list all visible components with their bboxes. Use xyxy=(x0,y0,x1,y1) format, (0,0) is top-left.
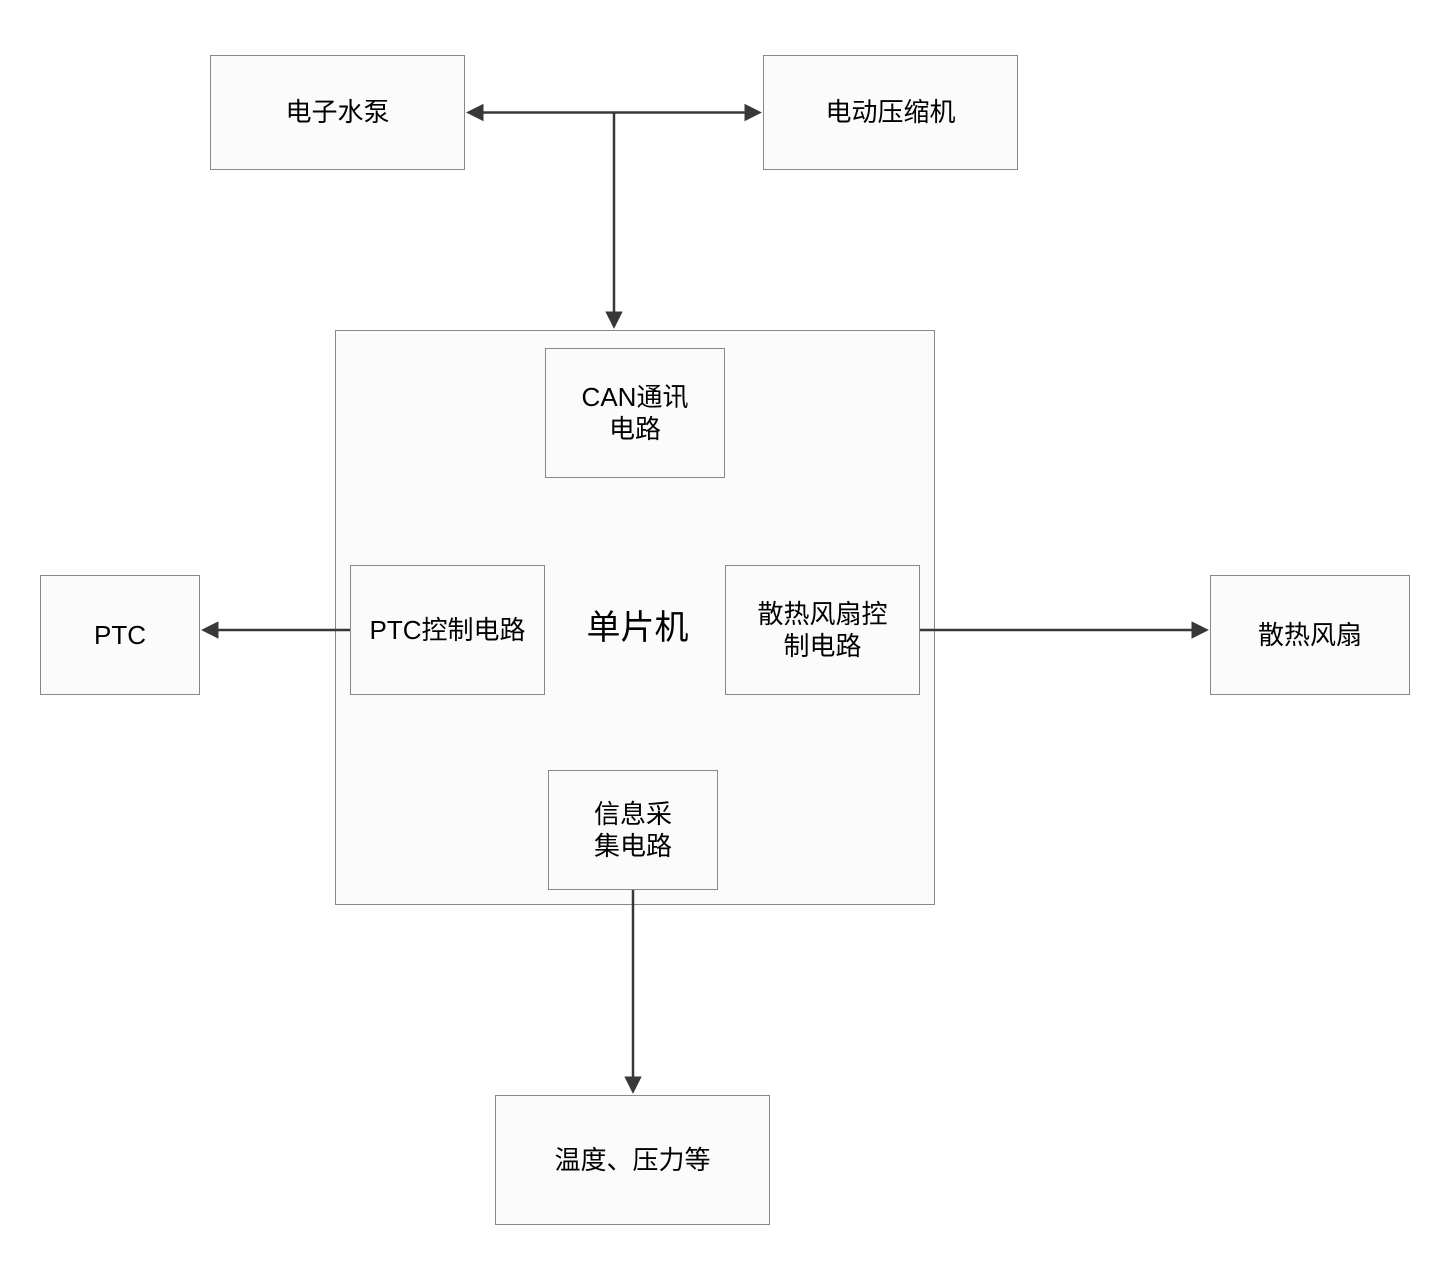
node-electronic-pump: 电子水泵 xyxy=(210,55,465,170)
mcu-label-text: 单片机 xyxy=(587,609,689,647)
node-cooling-fan: 散热风扇 xyxy=(1210,575,1410,695)
node-fan-control-circuit: 散热风扇控制电路 xyxy=(725,565,920,695)
compressor-label: 电动压缩机 xyxy=(825,96,955,129)
diagram-canvas: 单片机 电子水泵 电动压缩机 PTC 散热风扇 温度、压力等 CAN通讯电路 P… xyxy=(0,0,1454,1273)
node-info-collect-circuit: 信息采集电路 xyxy=(548,770,718,890)
fan-ctrl-label: 散热风扇控制电路 xyxy=(757,598,887,663)
fan-label: 散热风扇 xyxy=(1258,619,1362,652)
ptc-ctrl-label: PTC控制电路 xyxy=(369,614,525,647)
node-ptc: PTC xyxy=(40,575,200,695)
pump-label: 电子水泵 xyxy=(285,96,389,129)
node-can-circuit: CAN通讯电路 xyxy=(545,348,725,478)
node-mcu-label: 单片机 xyxy=(570,600,705,640)
temp-label: 温度、压力等 xyxy=(554,1144,710,1177)
node-electric-compressor: 电动压缩机 xyxy=(763,55,1018,170)
ptc-label: PTC xyxy=(94,619,146,652)
can-label: CAN通讯电路 xyxy=(582,381,689,446)
node-temp-pressure: 温度、压力等 xyxy=(495,1095,770,1225)
node-ptc-control-circuit: PTC控制电路 xyxy=(350,565,545,695)
info-label: 信息采集电路 xyxy=(594,798,672,863)
